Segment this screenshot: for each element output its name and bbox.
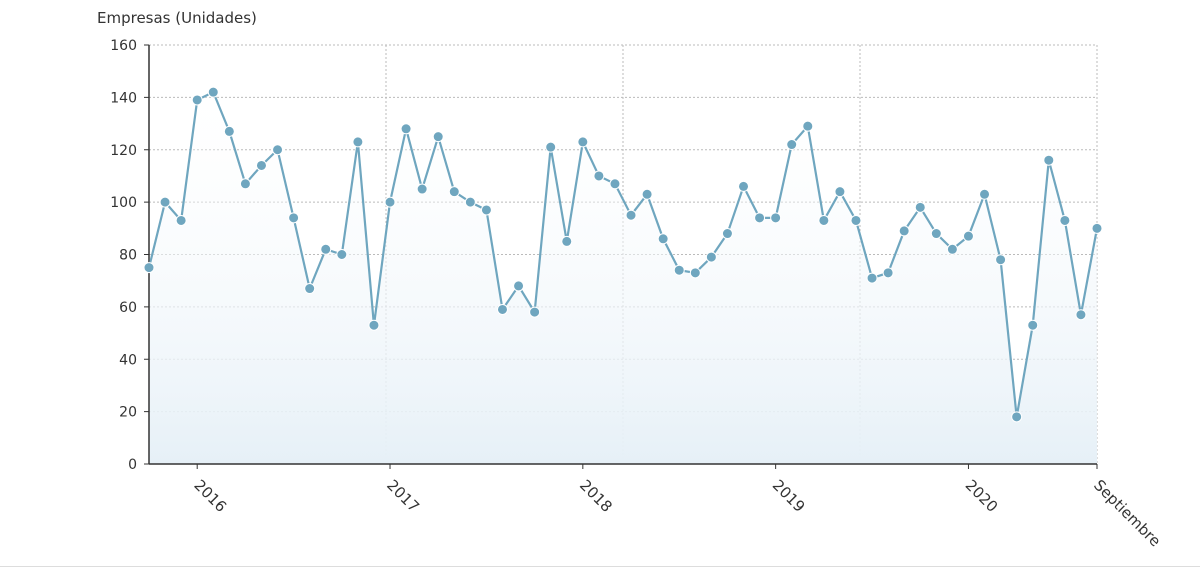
data-point [529,306,541,318]
data-point [770,212,782,224]
data-point [850,214,862,226]
data-point [641,188,653,200]
x-tick-label: 2020 [962,476,1002,516]
y-tick-label: 160 [110,38,137,54]
data-point [1011,411,1023,423]
data-point [304,283,316,295]
data-point [962,230,974,242]
data-point [1091,222,1103,234]
data-point [496,303,508,315]
x-tick-label: 2018 [576,476,616,516]
y-tick-label: 140 [110,90,137,106]
data-point [480,204,492,216]
data-point [255,159,267,171]
data-point [1075,309,1087,321]
data-point [320,243,332,255]
data-point [995,254,1007,266]
data-point [689,267,701,279]
data-point [657,233,669,245]
data-point [625,209,637,221]
data-point [561,235,573,247]
data-point [191,94,203,106]
data-point [609,178,621,190]
data-point [754,212,766,224]
data-point [866,272,878,284]
data-point [416,183,428,195]
data-point [705,251,717,263]
divider [0,566,1200,567]
x-tick-label: 2019 [769,476,809,516]
data-point [898,225,910,237]
data-point [143,262,155,274]
x-tick-label: Septiembre [1090,476,1164,550]
data-point [368,319,380,331]
data-point [946,243,958,255]
data-point [1059,214,1071,226]
data-point [272,144,284,156]
data-point [384,196,396,208]
data-point [207,86,219,98]
data-point [448,186,460,198]
data-point [930,228,942,240]
y-tick-label: 80 [119,248,137,264]
data-point [738,180,750,192]
data-point [288,212,300,224]
data-point [159,196,171,208]
data-point [577,136,589,148]
data-point [464,196,476,208]
data-point [1027,319,1039,331]
y-tick-label: 0 [128,457,137,473]
data-point [239,178,251,190]
data-point [673,264,685,276]
y-tick-label: 120 [110,143,137,159]
data-point [721,228,733,240]
area-fill [149,92,1097,464]
data-point [834,186,846,198]
data-point [979,188,991,200]
data-point [432,131,444,143]
data-point [336,249,348,260]
data-point [223,125,235,137]
data-point [1043,154,1055,166]
data-point [914,201,926,213]
data-point [175,214,187,226]
data-point [400,123,412,135]
data-point [513,280,525,292]
y-tick-label: 40 [119,352,137,368]
y-tick-label: 100 [110,195,137,211]
x-tick-label: 2017 [383,476,423,516]
data-point [818,214,830,226]
data-point [882,267,894,279]
y-axis-title: Empresas (Unidades) [97,9,257,27]
data-point [802,120,814,132]
data-point [352,136,364,148]
data-point [545,141,557,153]
data-point [593,170,605,182]
y-tick-label: 20 [119,405,137,421]
x-tick-label: 2016 [190,476,230,516]
y-tick-label: 60 [119,300,137,316]
data-point [786,139,798,151]
